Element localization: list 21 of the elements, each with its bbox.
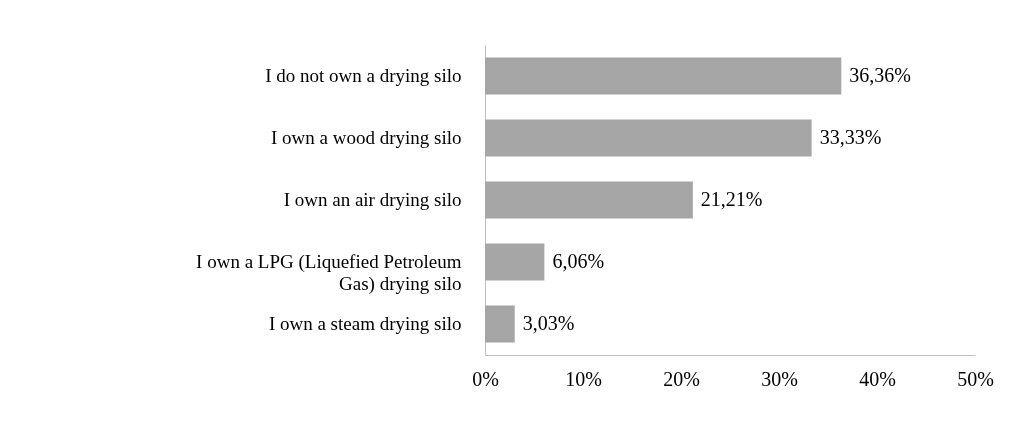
data-label: 21,21%	[700, 188, 763, 210]
x-tick-label: 40%	[859, 367, 896, 390]
x-tick-label: 0%	[472, 367, 499, 390]
bar	[485, 305, 515, 343]
y-tick-label: I own a LPG (Liquefied Petroleum Gas) drying silo	[196, 251, 462, 295]
y-tick-label: I do not own a drying silo	[265, 65, 462, 86]
y-tick-label: I own a steam drying silo	[268, 313, 462, 334]
y-tick-label: I own an air drying silo	[283, 189, 462, 210]
data-label: 6,06%	[552, 250, 605, 272]
x-tick-label: 30%	[761, 367, 798, 390]
data-label: 36,36%	[849, 64, 911, 86]
data-label: 33,33%	[819, 126, 882, 148]
bar	[485, 119, 812, 157]
bar	[485, 57, 842, 95]
bar	[485, 243, 545, 281]
x-tick-label: 50%	[957, 367, 994, 390]
bar	[485, 181, 693, 219]
y-tick-label: I own a wood drying silo	[270, 127, 462, 148]
x-tick-label: 10%	[565, 367, 602, 390]
data-label: 3,03%	[522, 312, 575, 334]
x-tick-label: 20%	[663, 367, 700, 390]
